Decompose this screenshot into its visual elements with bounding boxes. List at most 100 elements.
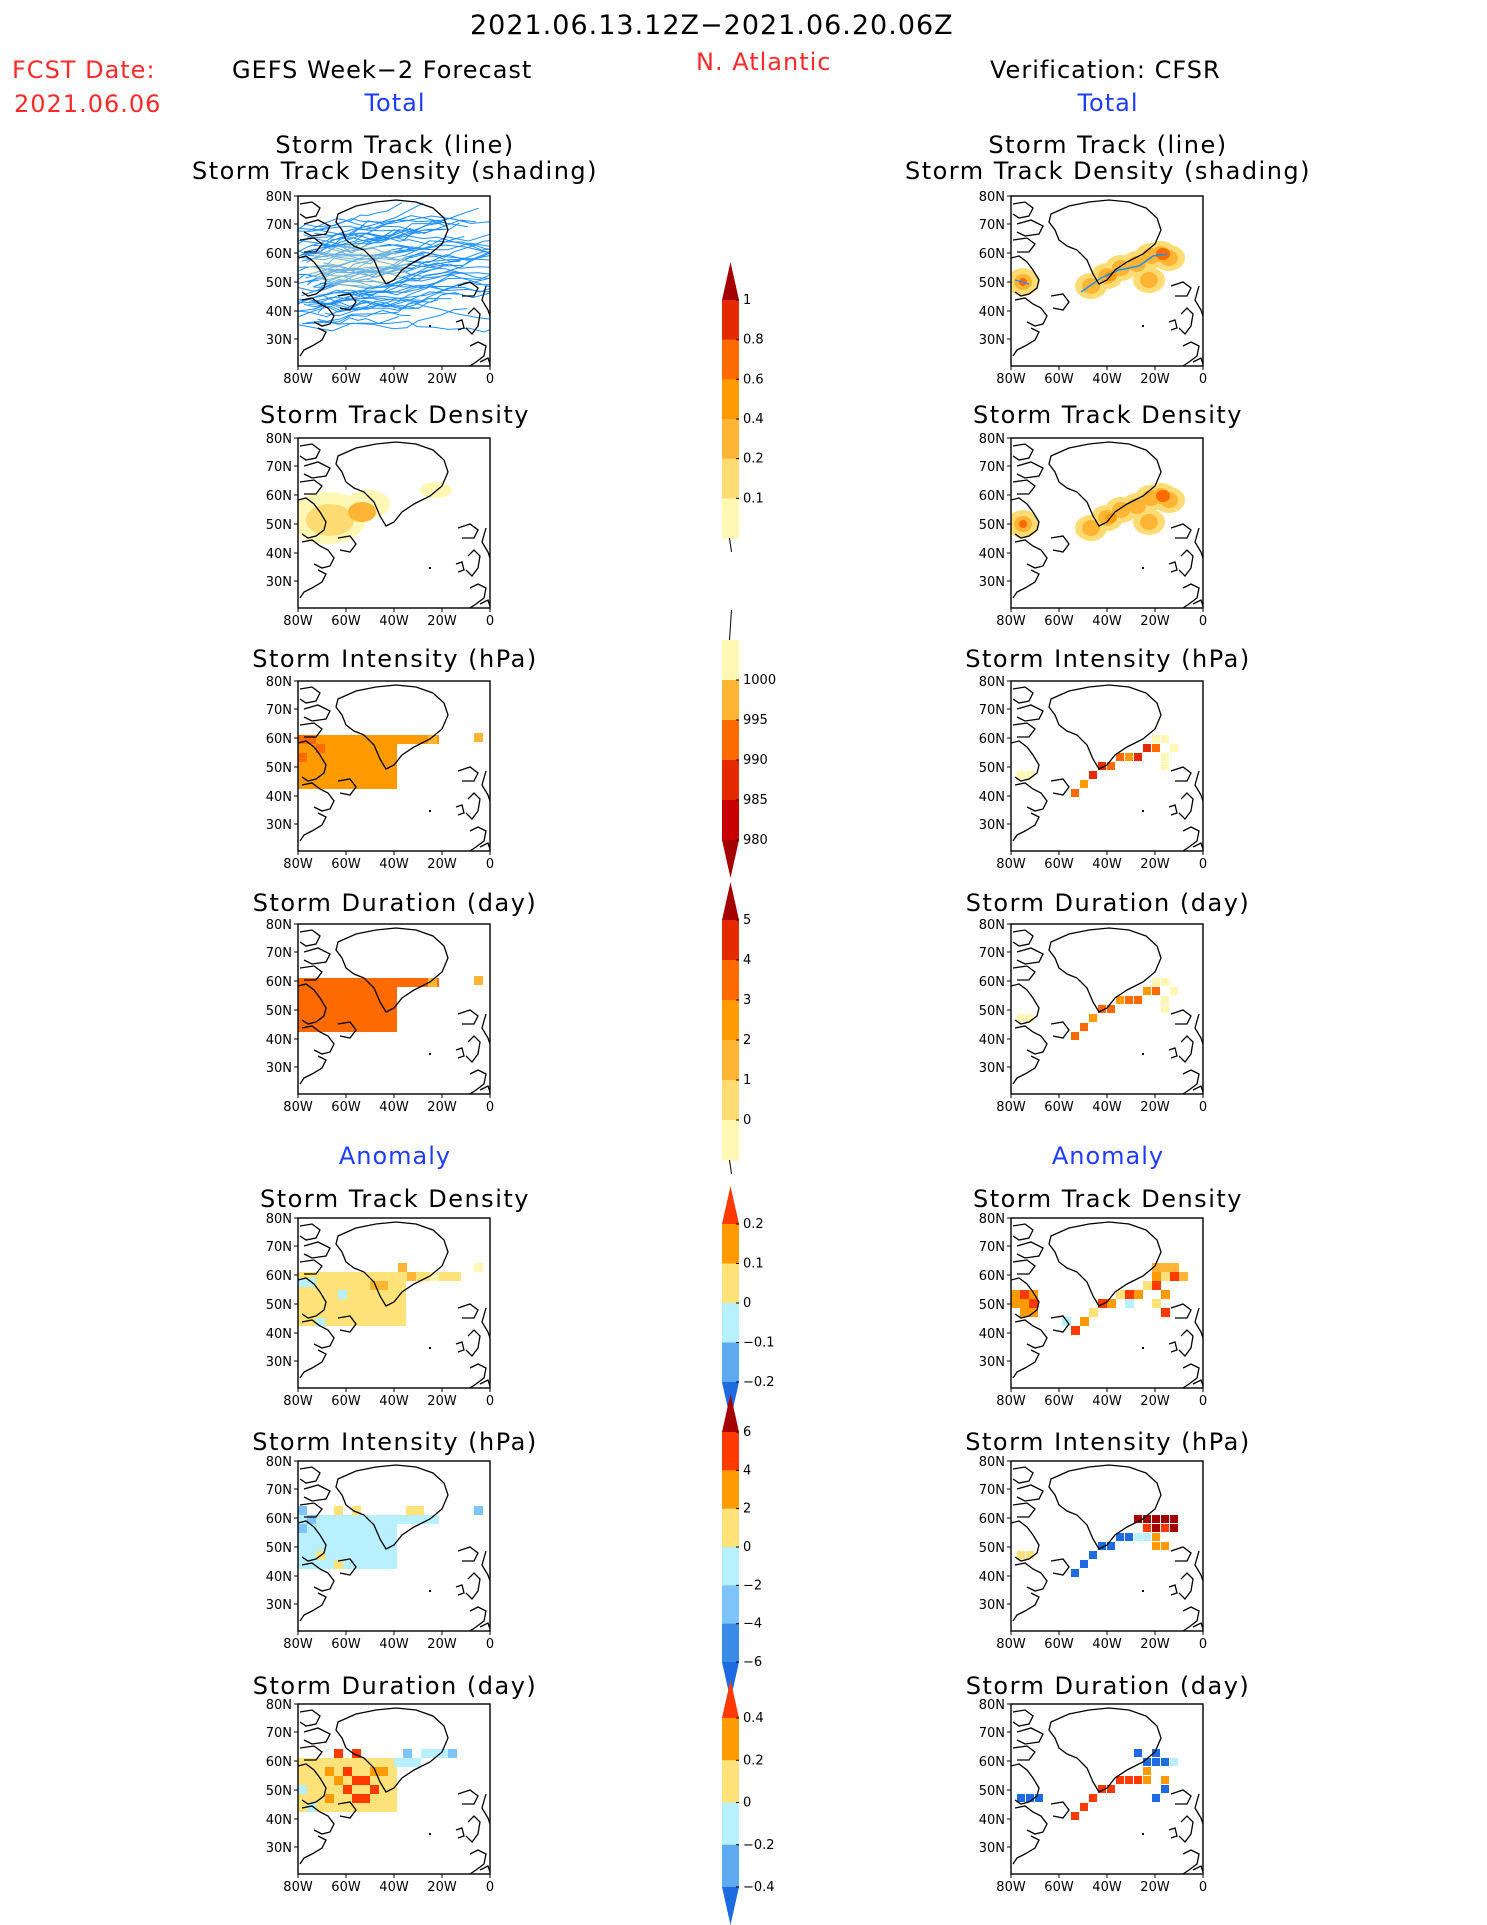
lat-tick-label: 80N bbox=[979, 190, 1005, 205]
lon-tick-label: 0 bbox=[1199, 1637, 1207, 1652]
lat-tick-label: 80N bbox=[266, 1212, 292, 1227]
lon-tick-label: 40W bbox=[379, 1880, 409, 1895]
lon-tick-label: 20W bbox=[1140, 1100, 1170, 1115]
title-duration-right: Storm Duration (day) bbox=[965, 889, 1251, 917]
colorbar-bin bbox=[722, 1623, 739, 1663]
anomaly-duration-colorbar: 0.4 0.2 0 −0.2 −0.4 bbox=[722, 1680, 775, 1925]
colorbar-level-label: 0 bbox=[743, 1296, 751, 1311]
total-label-left: Total bbox=[364, 89, 426, 117]
colorbar-bin bbox=[722, 300, 739, 341]
lat-tick-label: 30N bbox=[266, 1355, 292, 1370]
lat-tick-label: 80N bbox=[979, 1455, 1005, 1470]
colorbar-top-arrow bbox=[722, 1186, 739, 1224]
map-cfsr-anom-duration: 80N 70N 60N 50N 40N 30N 80W 60W 40W 20W 0 bbox=[979, 1698, 1207, 1895]
lon-tick-label: 20W bbox=[427, 1100, 457, 1115]
lat-tick-label: 30N bbox=[266, 1598, 292, 1613]
colorbar-bin bbox=[722, 1080, 739, 1121]
colorbar-level-label: −0.2 bbox=[743, 1838, 775, 1853]
lon-tick-label: 80W bbox=[996, 857, 1026, 872]
region-title: N. Atlantic bbox=[696, 48, 832, 76]
colorbar-bin bbox=[722, 1585, 739, 1625]
colorbar-top-arrow bbox=[722, 1680, 739, 1718]
title-intensity-left: Storm Intensity (hPa) bbox=[252, 645, 538, 673]
colorbar-level-label: 2 bbox=[743, 1033, 751, 1048]
lon-tick-label: 60W bbox=[1044, 1880, 1074, 1895]
title-anom-intensity-left: Storm Intensity (hPa) bbox=[252, 1428, 538, 1456]
lat-tick-label: 40N bbox=[266, 1327, 292, 1342]
map-gefs-track: 80N 70N 60N 50N 40N 30N 80W 60W 40W 20W 0 bbox=[266, 190, 494, 387]
map-cfsr-track: 80N 70N 60N 50N 40N 30N 80W 60W 40W 20W 0 bbox=[979, 190, 1207, 387]
map-cfsr-anom-density: 80N 70N 60N 50N 40N 30N 80W 60W 40W 20W 0 bbox=[979, 1212, 1207, 1409]
lon-tick-label: 0 bbox=[486, 1394, 494, 1409]
lon-tick-label: 0 bbox=[1199, 614, 1207, 629]
title-track-line-right: Storm Track (line) bbox=[988, 131, 1228, 159]
colorbar-level-label: −4 bbox=[743, 1617, 762, 1632]
lon-tick-label: 0 bbox=[1199, 1394, 1207, 1409]
lon-tick-label: 80W bbox=[996, 1637, 1026, 1652]
lat-tick-label: 60N bbox=[266, 975, 292, 990]
title-anom-density-left: Storm Track Density bbox=[260, 1185, 530, 1213]
colorbar-level-label: 6 bbox=[743, 1425, 751, 1440]
colorbar-bin bbox=[722, 1547, 739, 1586]
lat-tick-label: 60N bbox=[266, 1512, 292, 1527]
lon-tick-label: 40W bbox=[1092, 1394, 1122, 1409]
lon-tick-label: 40W bbox=[1092, 614, 1122, 629]
lat-tick-label: 50N bbox=[979, 1298, 1005, 1313]
lon-tick-label: 40W bbox=[379, 1394, 409, 1409]
lat-tick-label: 60N bbox=[266, 1755, 292, 1770]
fcst-date-label: FCST Date: bbox=[12, 56, 156, 84]
lat-tick-label: 30N bbox=[979, 1355, 1005, 1370]
map-gefs-anom-duration: 80N 70N 60N 50N 40N 30N 80W 60W 40W 20W 0 bbox=[266, 1698, 494, 1895]
lon-tick-label: 20W bbox=[1140, 1637, 1170, 1652]
lon-tick-label: 20W bbox=[427, 857, 457, 872]
lon-tick-label: 60W bbox=[1044, 857, 1074, 872]
lat-tick-label: 70N bbox=[266, 218, 292, 233]
lat-tick-label: 80N bbox=[979, 432, 1005, 447]
lat-tick-label: 60N bbox=[979, 489, 1005, 504]
map-gefs-density: 80N 70N 60N 50N 40N 30N 80W 60W 40W 20W 0 bbox=[266, 432, 494, 629]
lat-tick-label: 80N bbox=[979, 918, 1005, 933]
colorbar-bottom-arrow bbox=[722, 1887, 739, 1925]
colorbar-bottom-arrow bbox=[722, 840, 739, 878]
title-density-right: Storm Track Density bbox=[973, 401, 1243, 429]
lat-tick-label: 60N bbox=[979, 732, 1005, 747]
lon-tick-label: 40W bbox=[379, 1100, 409, 1115]
lon-tick-label: 60W bbox=[331, 857, 361, 872]
colorbar-level-label: 1 bbox=[743, 1073, 751, 1088]
lon-tick-label: 40W bbox=[379, 614, 409, 629]
lat-tick-label: 80N bbox=[266, 675, 292, 690]
lat-tick-label: 80N bbox=[266, 432, 292, 447]
lat-tick-label: 50N bbox=[979, 1004, 1005, 1019]
lat-tick-label: 50N bbox=[979, 761, 1005, 776]
lat-tick-label: 70N bbox=[979, 703, 1005, 718]
lon-tick-label: 40W bbox=[1092, 1100, 1122, 1115]
lat-tick-label: 40N bbox=[266, 790, 292, 805]
lon-tick-label: 80W bbox=[283, 614, 313, 629]
lon-tick-label: 80W bbox=[283, 1100, 313, 1115]
lon-tick-label: 60W bbox=[331, 1394, 361, 1409]
lon-tick-label: 80W bbox=[996, 372, 1026, 387]
colorbar-level-label: 995 bbox=[743, 713, 768, 728]
title-duration-left: Storm Duration (day) bbox=[252, 889, 538, 917]
lat-tick-label: 40N bbox=[266, 1813, 292, 1828]
lat-tick-label: 60N bbox=[979, 247, 1005, 262]
colorbar-bin bbox=[722, 1224, 739, 1264]
lon-tick-label: 20W bbox=[1140, 614, 1170, 629]
lat-tick-label: 50N bbox=[266, 518, 292, 533]
colorbar-level-label: 0 bbox=[743, 1540, 751, 1555]
colorbar-bin bbox=[722, 1844, 739, 1888]
colorbar-level-label: 0.1 bbox=[743, 491, 764, 506]
date-range-title: 2021.06.13.12Z−2021.06.20.06Z bbox=[470, 10, 954, 41]
lat-tick-label: 60N bbox=[979, 975, 1005, 990]
colorbar-level-label: 1 bbox=[743, 293, 751, 308]
lat-tick-label: 40N bbox=[266, 305, 292, 320]
colorbar-bin bbox=[722, 640, 739, 681]
colorbar-bin bbox=[722, 680, 739, 721]
anomaly-density-colorbar: 0.2 0.1 0 −0.1 −0.2 bbox=[722, 1186, 775, 1420]
colorbar-bin bbox=[722, 1760, 739, 1803]
lat-tick-label: 40N bbox=[266, 547, 292, 562]
lat-tick-label: 80N bbox=[979, 1698, 1005, 1713]
lon-tick-label: 20W bbox=[1140, 372, 1170, 387]
lat-tick-label: 70N bbox=[266, 1726, 292, 1741]
colorbar-level-label: 0.4 bbox=[743, 412, 764, 427]
